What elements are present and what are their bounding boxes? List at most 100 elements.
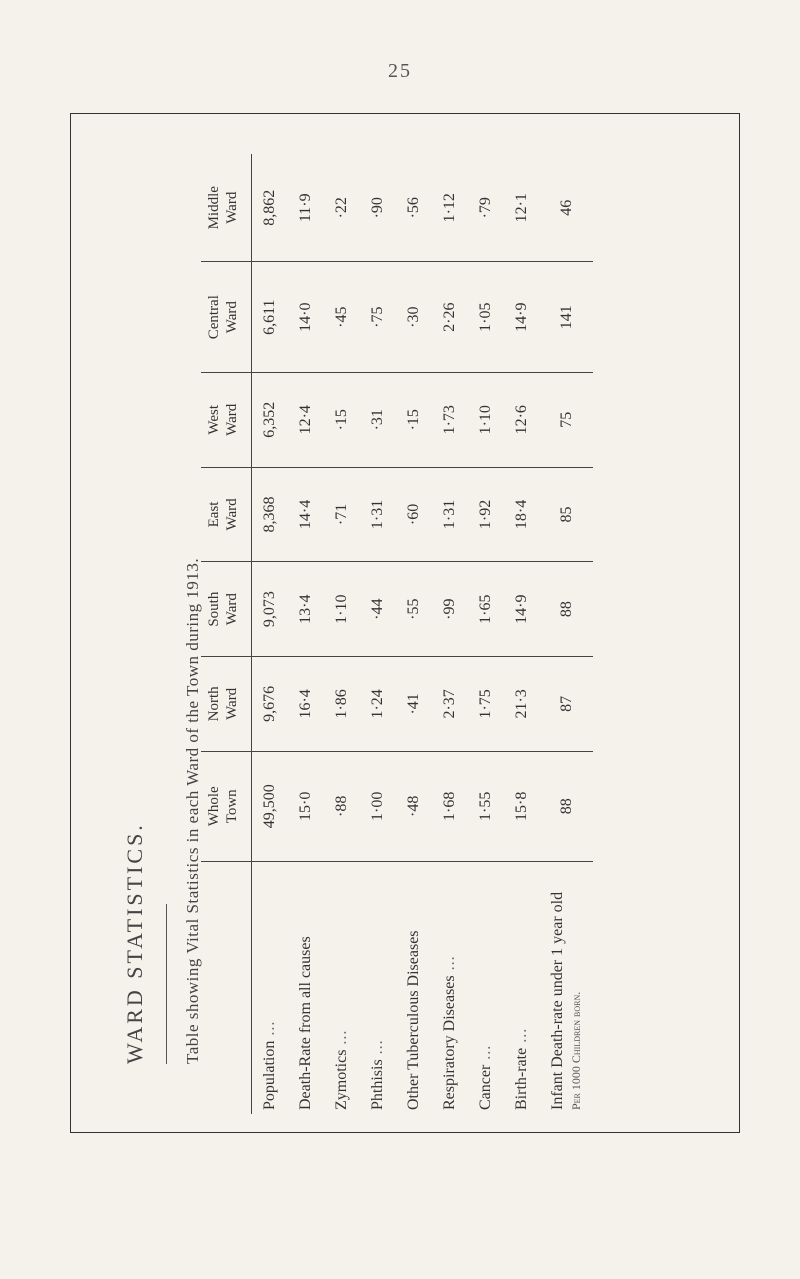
row-label-text: Other Tuberculous Diseases <box>405 930 422 1110</box>
table-row: Birth-rate15·821·314·918·412·614·912·1 <box>504 154 540 1114</box>
table-row: Cancer1·551·751·651·921·101·05·79 <box>468 154 504 1114</box>
row-label-text: Infant Death-rate under 1 year old <box>549 892 566 1110</box>
cell-value: 1·86 <box>324 657 360 752</box>
cell-value: ·30 <box>396 262 432 372</box>
row-label: Cancer <box>468 861 504 1114</box>
cell-value: 11·9 <box>288 154 324 262</box>
header-row: Whole Town North Ward South Ward East <box>201 154 252 1114</box>
row-label-text: Respiratory Diseases <box>441 955 458 1110</box>
col-header-label: Ward <box>224 192 240 224</box>
cell-value: ·88 <box>324 751 360 861</box>
cell-value: 6,611 <box>252 262 289 372</box>
cell-value: ·55 <box>396 562 432 657</box>
col-header-label: Ward <box>224 301 240 333</box>
cell-value: 1·31 <box>360 467 396 562</box>
cell-value: 15·8 <box>504 751 540 861</box>
table-body: Population49,5009,6769,0738,3686,3526,61… <box>252 154 594 1114</box>
row-label: Phthisis <box>360 861 396 1114</box>
cell-value: 1·92 <box>468 467 504 562</box>
table-row: Population49,5009,6769,0738,3686,3526,61… <box>252 154 289 1114</box>
cell-value: ·48 <box>396 751 432 861</box>
col-header-south: South Ward <box>201 562 252 657</box>
cell-value: ·79 <box>468 154 504 262</box>
col-header-west: West Ward <box>201 372 252 467</box>
col-header-label: South <box>206 592 222 627</box>
col-header-label: Ward <box>224 498 240 530</box>
statistics-table: Whole Town North Ward South Ward East <box>201 154 593 1114</box>
cell-value: 1·00 <box>360 751 396 861</box>
col-header-whole: Whole Town <box>201 751 252 861</box>
col-header-label: West <box>206 405 222 435</box>
cell-value: 85 <box>540 467 593 562</box>
row-label: Population <box>252 861 289 1114</box>
cell-value: 1·55 <box>468 751 504 861</box>
cell-value: 75 <box>540 372 593 467</box>
cell-value: ·56 <box>396 154 432 262</box>
row-label: Zymotics <box>324 861 360 1114</box>
col-header-label: Town <box>224 789 240 823</box>
cell-value: ·22 <box>324 154 360 262</box>
table-row: Infant Death-rate under 1 year oldPer 10… <box>540 154 593 1114</box>
col-header-label: North <box>206 686 222 721</box>
cell-value: ·15 <box>324 372 360 467</box>
cell-value: 1·10 <box>324 562 360 657</box>
row-footnote: Per 1000 Children born. <box>569 892 584 1110</box>
cell-value: 87 <box>540 657 593 752</box>
col-header-label: Ward <box>224 593 240 625</box>
cell-value: ·44 <box>360 562 396 657</box>
cell-value: 1·05 <box>468 262 504 372</box>
cell-value: ·90 <box>360 154 396 262</box>
cell-value: 49,500 <box>252 751 289 861</box>
cell-value: 88 <box>540 562 593 657</box>
table-row: Phthisis 1·001·24·441·31·31·75·90 <box>360 154 396 1114</box>
cell-value: ·41 <box>396 657 432 752</box>
cell-value: 1·10 <box>468 372 504 467</box>
table-frame: WARD STATISTICS. Table showing Vital Sta… <box>70 113 740 1133</box>
cell-value: 6,352 <box>252 372 289 467</box>
row-label-text: Population <box>261 1021 278 1110</box>
col-header-label: Central <box>206 295 222 339</box>
cell-value: 1·73 <box>432 372 468 467</box>
cell-value: ·75 <box>360 262 396 372</box>
cell-value: 14·0 <box>288 262 324 372</box>
row-label: Birth-rate <box>504 861 540 1114</box>
col-header-north: North Ward <box>201 657 252 752</box>
row-label-text: Phthisis <box>369 1039 386 1110</box>
cell-value: 1·24 <box>360 657 396 752</box>
col-header-central: Central Ward <box>201 262 252 372</box>
cell-value: ·71 <box>324 467 360 562</box>
cell-value: 13·4 <box>288 562 324 657</box>
cell-value: 8,368 <box>252 467 289 562</box>
row-label-text: Zymotics <box>333 1030 350 1110</box>
cell-value: 16·4 <box>288 657 324 752</box>
cell-value: 2·26 <box>432 262 468 372</box>
table-row: Other Tuberculous Diseases ·48·41·55·60·1… <box>396 154 432 1114</box>
cell-value: 14·4 <box>288 467 324 562</box>
col-header-label: East <box>206 502 222 528</box>
cell-value: ·45 <box>324 262 360 372</box>
title: WARD STATISTICS. <box>117 164 152 1064</box>
cell-value: 88 <box>540 751 593 861</box>
cell-value: 1·12 <box>432 154 468 262</box>
cell-value: 46 <box>540 154 593 262</box>
col-header-label: Middle <box>206 186 222 229</box>
cell-value: 1·68 <box>432 751 468 861</box>
cell-value: ·31 <box>360 372 396 467</box>
title-rule <box>166 904 167 1064</box>
cell-value: 8,862 <box>252 154 289 262</box>
cell-value: 2·37 <box>432 657 468 752</box>
cell-value: ·60 <box>396 467 432 562</box>
table-container: Whole Town North Ward South Ward East <box>201 154 593 1114</box>
cell-value: 12·4 <box>288 372 324 467</box>
cell-value: 14·9 <box>504 262 540 372</box>
col-header-label: Ward <box>224 688 240 720</box>
row-label-text: Birth-rate <box>513 1028 530 1110</box>
page-number: 25 <box>0 60 800 83</box>
header-blank <box>201 861 252 1114</box>
cell-value: 12·6 <box>504 372 540 467</box>
cell-value: 12·1 <box>504 154 540 262</box>
table-head: Whole Town North Ward South Ward East <box>201 154 252 1114</box>
cell-value: 1·75 <box>468 657 504 752</box>
cell-value: 14·9 <box>504 562 540 657</box>
cell-value: ·15 <box>396 372 432 467</box>
